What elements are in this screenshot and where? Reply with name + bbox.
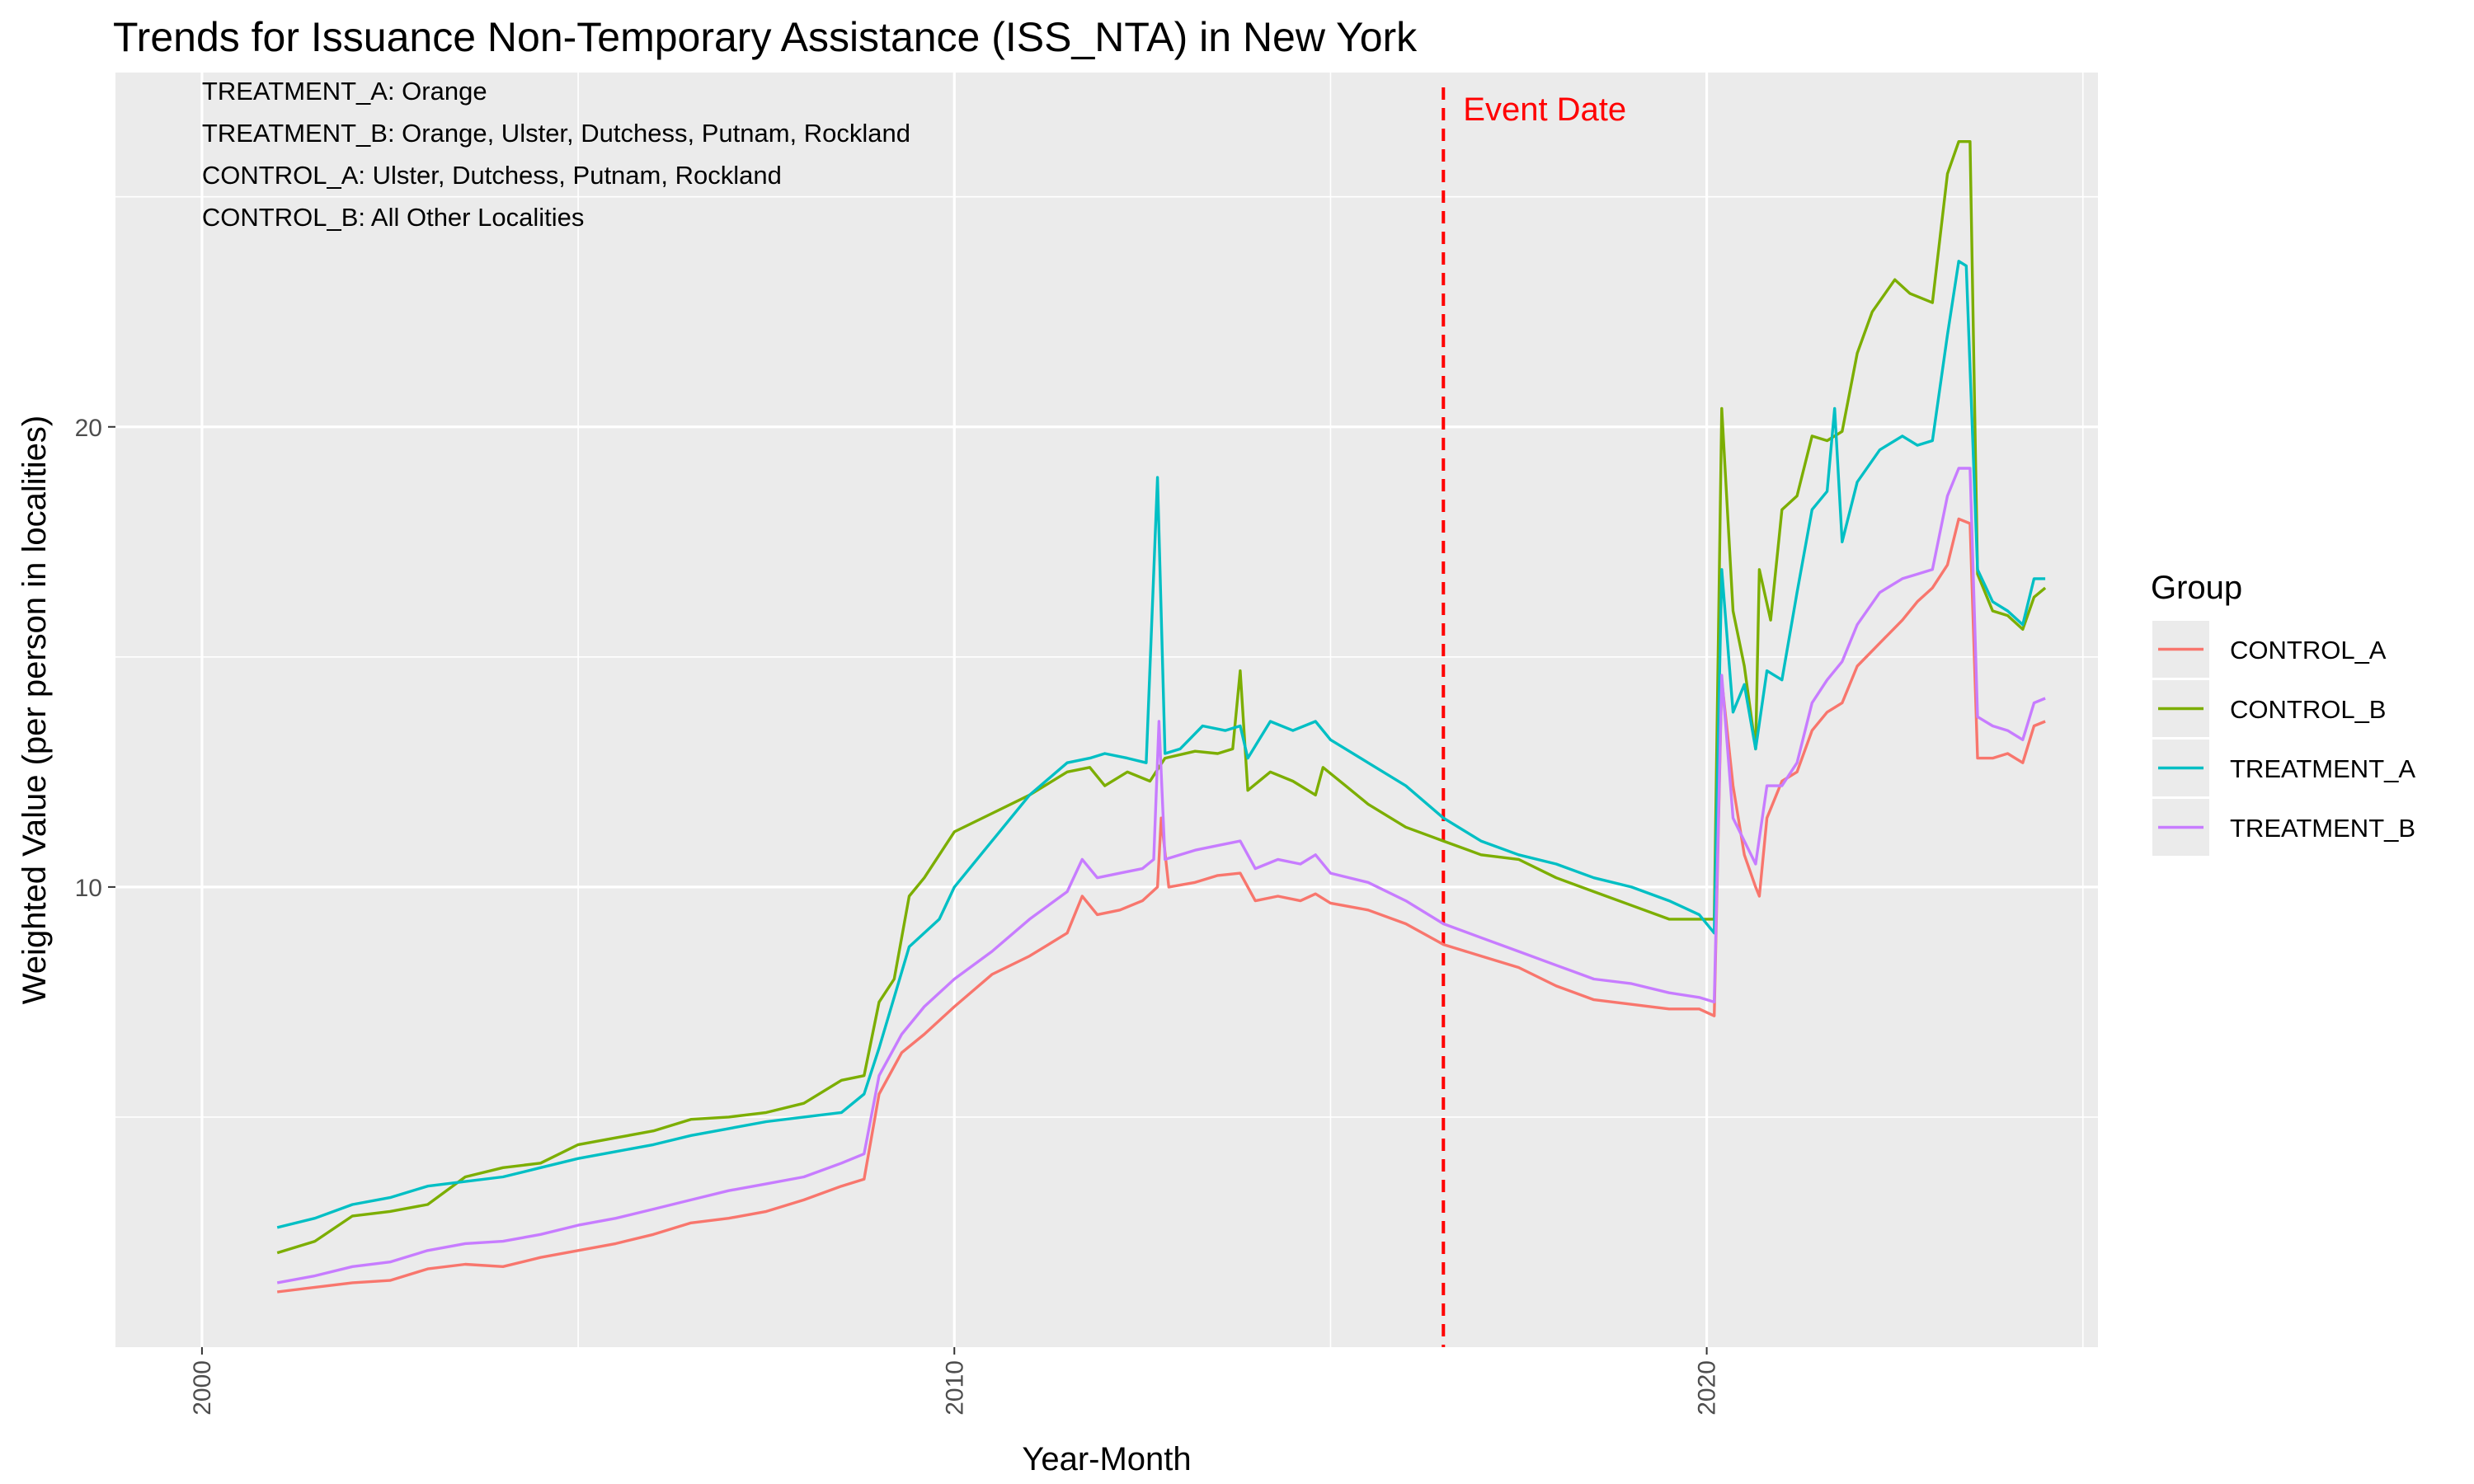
- legend-item-treatment-b: TREATMENT_B: [2152, 799, 2415, 856]
- legend-label: TREATMENT_A: [2230, 754, 2415, 783]
- y-tick-label: 20: [75, 415, 102, 442]
- axis-ticks: 2000 2010 2020 10 20: [75, 415, 1721, 1416]
- group-annotation: TREATMENT_B: Orange, Ulster, Dutchess, P…: [202, 119, 910, 148]
- legend-item-treatment-a: TREATMENT_A: [2152, 740, 2415, 796]
- event-date-label: Event Date: [1463, 92, 1626, 128]
- series-line-control-a: [276, 517, 2046, 1294]
- series-line-control-b: [276, 140, 2047, 1255]
- event-marker: Event Date: [1442, 87, 1626, 1347]
- group-annotations: TREATMENT_A: Orange TREATMENT_B: Orange, …: [202, 77, 910, 232]
- legend-label: TREATMENT_B: [2230, 814, 2415, 843]
- minor-gridlines: [115, 73, 2098, 1347]
- legend-title: Group: [2151, 570, 2242, 606]
- legend-label: CONTROL_A: [2230, 636, 2387, 665]
- x-axis-title: Year-Month: [1022, 1441, 1191, 1477]
- group-annotation: CONTROL_B: All Other Localities: [202, 203, 584, 232]
- series-lines: [276, 140, 2047, 1294]
- x-tick-label: 2000: [189, 1360, 216, 1416]
- y-tick-label: 10: [75, 875, 102, 902]
- group-annotation: CONTROL_A: Ulster, Dutchess, Putnam, Roc…: [202, 161, 782, 190]
- legend-label: CONTROL_B: [2230, 695, 2386, 724]
- group-annotation: TREATMENT_A: Orange: [202, 77, 487, 106]
- major-gridlines: [115, 73, 2098, 1347]
- plot-panel: [115, 73, 2098, 1347]
- y-axis-title: Weighted Value (per person in localities…: [16, 416, 53, 1004]
- series-line-treatment-a: [276, 260, 2046, 1229]
- legend: Group CONTROL_A CONTROL_B TREATMENT_A TREATM…: [2151, 570, 2415, 856]
- series-line-treatment-b: [276, 467, 2046, 1284]
- legend-item-control-a: CONTROL_A: [2152, 621, 2387, 678]
- x-tick-label: 2020: [1694, 1360, 1721, 1416]
- x-tick-label: 2010: [941, 1360, 968, 1416]
- legend-item-control-b: CONTROL_B: [2152, 680, 2386, 737]
- chart-title: Trends for Issuance Non-Temporary Assist…: [113, 14, 1418, 60]
